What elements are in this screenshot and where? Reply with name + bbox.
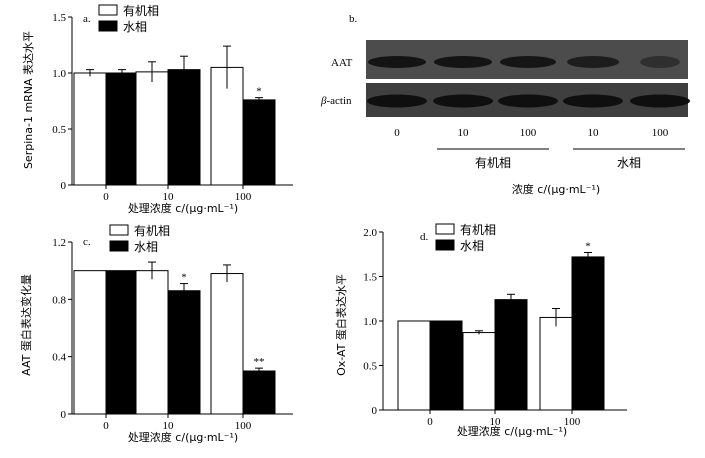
x-tick-label: 100 xyxy=(235,420,252,432)
bar xyxy=(494,299,528,411)
y-axis-label: Serpina-1 mRNA 表达水平 xyxy=(21,31,35,169)
lane-label: 100 xyxy=(520,127,537,139)
legend-label: 水相 xyxy=(460,239,484,253)
lane-label: 10 xyxy=(458,127,470,139)
panel-letter: c. xyxy=(83,236,91,248)
blot-band-actin xyxy=(630,94,690,108)
beta-symbol: β xyxy=(320,95,327,107)
bar xyxy=(539,316,573,411)
blot-band-aat xyxy=(368,56,426,68)
row-label-beta-actin: β-actin xyxy=(320,95,352,107)
bar xyxy=(242,370,276,415)
y-tick-label: 1.5 xyxy=(363,272,377,284)
significance-marker: * xyxy=(181,272,187,284)
bar xyxy=(167,290,201,415)
bar xyxy=(167,69,201,186)
bar xyxy=(429,320,463,411)
panel-letter: d. xyxy=(420,231,429,243)
legend-swatch xyxy=(109,240,129,252)
blot-axis-label: 浓度 c/(μg·mL⁻¹) xyxy=(512,182,600,196)
x-tick-label: 0 xyxy=(103,420,109,432)
y-tick-label: 0 xyxy=(372,405,378,417)
y-axis-label: Ox-AT 蛋白表达水平 xyxy=(334,274,348,376)
significance-marker: ** xyxy=(254,356,265,368)
x-tick-label: 10 xyxy=(163,191,175,203)
bar xyxy=(210,273,244,415)
group-label: 水相 xyxy=(617,156,641,170)
actin-text: -actin xyxy=(326,95,352,107)
legend-label: 有机相 xyxy=(123,4,159,18)
blot-band-aat xyxy=(567,56,619,68)
lane-label: 100 xyxy=(652,127,669,139)
bar xyxy=(571,256,605,411)
y-tick-label: 0 xyxy=(61,180,67,192)
blot-band-aat xyxy=(640,56,680,68)
y-tick-label: 2.0 xyxy=(363,227,377,239)
bar xyxy=(135,270,169,415)
legend-label: 水相 xyxy=(123,20,147,34)
group-label: 有机相 xyxy=(475,156,511,170)
bar xyxy=(242,99,276,186)
significance-marker: * xyxy=(256,86,262,98)
legend-swatch xyxy=(98,20,118,32)
bar xyxy=(397,320,431,411)
lane-label: 10 xyxy=(588,127,600,139)
x-axis-label: 处理浓度 c/(μg·mL⁻¹) xyxy=(457,424,567,438)
blot-band-actin xyxy=(563,94,623,108)
bar xyxy=(105,72,139,186)
bar xyxy=(135,71,169,186)
blot-band-actin xyxy=(498,94,558,108)
blot-band-actin xyxy=(367,94,427,108)
y-axis-label: AAT 蛋白表达变化量 xyxy=(19,274,33,376)
legend-swatch xyxy=(98,4,118,16)
x-tick-label: 0 xyxy=(427,416,433,428)
x-tick-label: 100 xyxy=(564,416,581,428)
panel-letter: b. xyxy=(349,13,358,25)
x-tick-label: 10 xyxy=(490,416,502,428)
legend-label: 有机相 xyxy=(460,223,496,237)
panel-letter: a. xyxy=(83,13,91,25)
y-tick-label: 1.0 xyxy=(52,68,66,80)
significance-marker: * xyxy=(585,240,591,252)
legend-swatch xyxy=(435,223,455,235)
legend-swatch xyxy=(435,239,455,251)
row-label-aat: AAT xyxy=(331,57,353,69)
x-tick-label: 0 xyxy=(103,191,109,203)
bar xyxy=(73,270,107,415)
blot-band-actin xyxy=(433,94,493,108)
y-tick-label: 1.2 xyxy=(52,237,66,249)
blot-band-aat xyxy=(434,56,492,68)
y-tick-label: 0 xyxy=(61,409,67,421)
y-tick-label: 0.5 xyxy=(363,361,377,373)
x-tick-label: 10 xyxy=(163,420,175,432)
lane-label: 0 xyxy=(394,127,400,139)
blot-band-aat xyxy=(500,56,556,68)
legend-label: 水相 xyxy=(134,240,158,254)
y-tick-label: 0.5 xyxy=(52,124,66,136)
y-tick-label: 1.5 xyxy=(52,12,66,24)
x-axis-label: 处理浓度 c/(μg·mL⁻¹) xyxy=(128,201,238,215)
legend-label: 有机相 xyxy=(134,224,170,238)
y-tick-label: 0.4 xyxy=(52,352,66,364)
bar xyxy=(73,72,107,186)
y-tick-label: 1.0 xyxy=(363,316,377,328)
legend-swatch xyxy=(109,224,129,236)
y-tick-label: 0.8 xyxy=(52,294,66,306)
bar xyxy=(462,332,496,411)
x-axis-label: 处理浓度 c/(μg·mL⁻¹) xyxy=(128,430,238,444)
x-tick-label: 100 xyxy=(235,191,252,203)
bar xyxy=(105,270,139,415)
